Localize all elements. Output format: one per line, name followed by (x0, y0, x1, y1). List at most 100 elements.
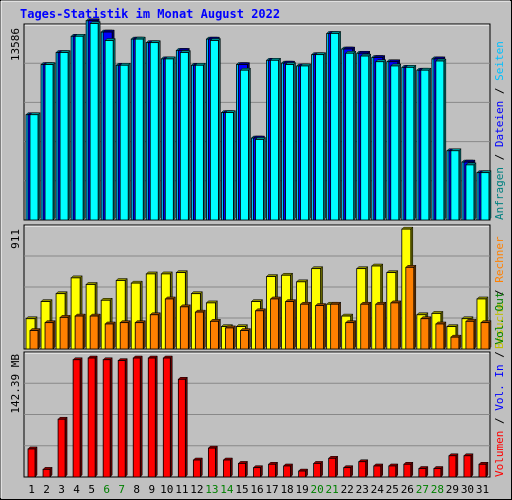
bar-volume-day-2 (42, 466, 53, 478)
bar-volume-day-16-face (253, 467, 261, 478)
bar-volume-day-7-face (117, 360, 126, 478)
bar-sites-day-30 (465, 318, 477, 350)
bar-requests-pages-day-19 (299, 63, 312, 221)
bar-requests-pages-day-15-face (240, 69, 249, 221)
x-tick-label-day-21: 21 (326, 483, 339, 496)
bar-sites-day-21 (330, 301, 342, 350)
bar-volume-day-8 (132, 355, 143, 478)
bar-sites-day-11-face (179, 306, 189, 350)
bar-sites-day-13-face (209, 320, 219, 350)
bar-sites-day-13 (209, 318, 221, 350)
bar-sites-day-17 (269, 296, 282, 350)
legend-item-besuche: Besuche (493, 303, 506, 349)
bar-sites-day-24 (375, 301, 387, 350)
x-tick-label-day-27: 27 (416, 483, 429, 496)
bar-volume-day-11-face (177, 378, 186, 478)
bar-requests-pages-day-6-face (104, 40, 114, 221)
bar-sites-day-29-face (450, 336, 460, 350)
bar-sites-day-15-face (240, 330, 249, 350)
bar-requests-pages-day-28 (435, 58, 447, 221)
legend-separator: / (493, 147, 506, 167)
bar-requests-pages-day-4 (74, 33, 86, 221)
bar-sites-day-2-face (44, 322, 54, 350)
bar-sites-day-27 (420, 316, 432, 350)
bar-volume-day-15 (237, 460, 249, 478)
legend-separator: / (493, 411, 506, 431)
bar-sites-day-22-face (345, 322, 355, 350)
bar-requests-pages-day-13-face (209, 40, 219, 221)
bar-volume-day-28-face (433, 468, 442, 478)
bar-volume-day-13 (207, 445, 218, 478)
legend-item-anfragen: Anfragen (493, 167, 506, 220)
bar-volume-day-17 (267, 461, 279, 478)
bar-sites-day-20-face (315, 305, 325, 350)
bar-requests-pages-day-26-face (405, 66, 415, 221)
bar-requests-pages-day-30 (465, 162, 477, 221)
x-tick-label-day-25: 25 (386, 483, 399, 496)
bar-sites-day-12 (194, 309, 206, 350)
bar-volume-day-1 (27, 446, 38, 478)
x-tick-label-day-11: 11 (175, 483, 188, 496)
bar-sites-day-5 (89, 313, 101, 350)
bar-requests-pages-day-26 (405, 64, 417, 221)
bar-sites-day-23-face (360, 303, 370, 350)
bar-requests-pages-day-15 (239, 67, 252, 221)
bar-sites-day-25-face (390, 302, 400, 350)
bar-sites-day-16 (254, 308, 267, 350)
panel-requests-ymax-label: 13586 (9, 28, 22, 61)
bar-volume-day-23-face (358, 461, 367, 478)
bar-volume-day-28 (433, 465, 444, 478)
bar-volume-day-6 (102, 357, 113, 478)
bar-sites-day-1 (29, 327, 41, 350)
bar-sites-day-26 (405, 264, 417, 350)
bar-sites-day-17-face (270, 298, 279, 350)
bar-volume-day-26 (403, 461, 414, 478)
bar-volume-day-20-face (313, 463, 322, 478)
panel-visits-legend: Besuche / Rechner (493, 236, 506, 349)
bar-requests-pages-day-27-face (420, 69, 430, 221)
bar-sites-day-4 (74, 313, 86, 350)
bar-requests-pages-day-18 (284, 61, 297, 221)
bar-sites-day-12-face (194, 311, 204, 350)
x-tick-label-day-4: 4 (73, 483, 80, 496)
bar-sites-day-18-face (285, 301, 294, 350)
x-tick-label-day-10: 10 (160, 483, 173, 496)
x-tick-label-day-17: 17 (265, 483, 278, 496)
bar-sites-day-7 (119, 320, 131, 350)
bar-requests-pages-day-28-face (435, 60, 445, 221)
legend-item-vol-in: Vol. In (493, 364, 506, 410)
legend-item-volumen: Volumen (493, 431, 506, 477)
bar-sites-day-16-face (255, 310, 264, 350)
bar-sites-day-23 (360, 301, 372, 350)
bar-sites-day-11 (179, 304, 191, 350)
x-tick-label-day-14: 14 (220, 483, 234, 496)
bar-volume-day-24-face (373, 465, 382, 478)
bar-requests-pages-day-3-face (59, 52, 69, 221)
bar-requests-pages-day-8-face (134, 38, 144, 221)
bar-requests-pages-day-22-face (345, 52, 355, 221)
bar-volume-day-27-face (418, 468, 427, 478)
bar-requests-pages-day-7-face (119, 64, 129, 221)
legend-item-dateien: Dateien (493, 101, 506, 147)
x-tick-label-day-9: 9 (148, 483, 155, 496)
bar-volume-day-2-face (42, 468, 51, 478)
chart-title: Tages-Statistik im Monat August 2022 (20, 7, 280, 21)
bar-volume-day-4 (72, 357, 83, 478)
bar-sites-day-7-face (119, 322, 129, 350)
bar-sites-day-30-face (465, 320, 475, 350)
bar-volume-day-10 (162, 355, 173, 478)
bar-volume-day-1-face (27, 448, 36, 478)
bar-requests-pages-day-8 (134, 36, 146, 221)
bar-sites-day-21-face (330, 303, 340, 350)
bar-requests-pages-day-11 (179, 49, 191, 221)
bar-sites-day-25 (390, 300, 402, 350)
bar-volume-day-18-face (283, 465, 291, 478)
bar-volume-day-30-face (463, 455, 472, 478)
bar-sites-day-31 (480, 320, 492, 350)
bar-volume-day-22 (343, 465, 354, 478)
x-tick-label-day-30: 30 (461, 483, 474, 496)
bar-requests-pages-day-9-face (149, 42, 159, 221)
bar-volume-day-6-face (102, 359, 111, 478)
bar-volume-day-5 (87, 355, 98, 478)
bar-requests-pages-day-16 (254, 136, 267, 221)
